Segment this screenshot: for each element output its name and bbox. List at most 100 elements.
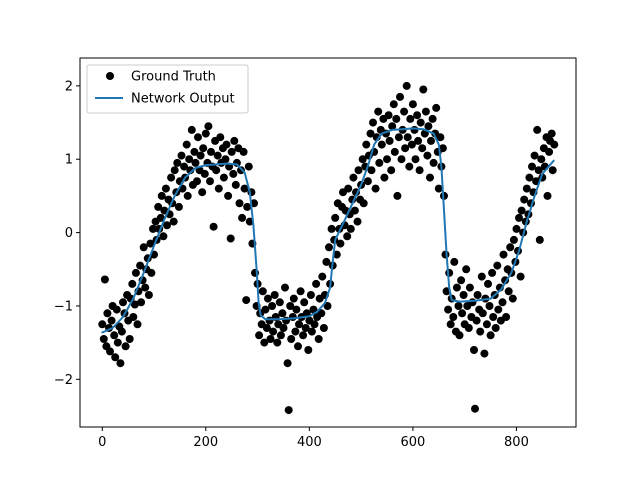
ground-truth-point xyxy=(209,222,218,231)
ground-truth-point xyxy=(547,129,556,138)
ground-truth-point xyxy=(343,232,352,241)
ground-truth-point xyxy=(141,283,150,292)
ground-truth-point xyxy=(314,335,323,343)
ground-truth-point xyxy=(525,173,534,182)
ground-truth-point xyxy=(292,305,301,314)
ground-truth-point xyxy=(106,347,114,356)
ground-truth-point xyxy=(393,191,402,200)
ground-truth-point xyxy=(464,324,473,332)
ground-truth-point xyxy=(180,162,189,171)
ground-truth-point xyxy=(449,313,458,321)
ground-truth-point xyxy=(327,224,336,233)
ground-truth-point xyxy=(397,155,406,164)
ground-truth-point xyxy=(323,302,332,310)
y-tick-label: 0 xyxy=(65,226,73,241)
ground-truth-point xyxy=(436,133,445,142)
ground-truth-point xyxy=(390,147,399,156)
ground-truth-point xyxy=(238,213,247,222)
ground-truth-point xyxy=(493,261,502,270)
ground-truth-point xyxy=(154,202,163,211)
ground-truth-point xyxy=(530,151,539,160)
ground-truth-point xyxy=(194,133,202,142)
ground-truth-point xyxy=(268,302,277,310)
ground-truth-point xyxy=(204,122,213,131)
ground-truth-point xyxy=(111,353,120,362)
ground-truth-point xyxy=(548,166,557,175)
ground-truth-point xyxy=(287,335,296,343)
ground-truth-point xyxy=(173,158,182,167)
legend-marker-ground-truth xyxy=(106,72,114,80)
y-tick-label: −1 xyxy=(54,299,73,314)
ground-truth-point xyxy=(480,349,489,358)
ground-truth-point xyxy=(149,224,157,233)
ground-truth-point xyxy=(117,327,126,336)
ground-truth-point xyxy=(170,166,179,175)
ground-truth-point xyxy=(322,257,331,266)
ground-truth-point xyxy=(494,305,503,314)
ground-truth-point xyxy=(350,206,359,215)
ground-truth-point xyxy=(459,291,468,299)
ground-truth-point xyxy=(300,298,309,307)
ground-truth-point xyxy=(231,180,240,189)
ground-truth-point xyxy=(517,206,526,215)
ground-truth-point xyxy=(183,191,192,200)
ground-truth-point xyxy=(100,275,109,284)
ground-truth-point xyxy=(243,202,252,211)
ground-truth-point xyxy=(504,287,513,296)
ground-truth-point xyxy=(371,184,380,193)
ground-truth-point xyxy=(182,140,191,149)
ground-truth-point xyxy=(317,309,326,318)
ground-truth-point xyxy=(387,166,396,175)
ground-truth-point xyxy=(402,81,411,90)
ground-truth-point xyxy=(377,140,386,149)
ground-truth-point xyxy=(310,320,319,329)
ground-truth-point xyxy=(534,166,543,175)
legend-label-network-output: Network Output xyxy=(131,92,235,107)
ground-truth-point xyxy=(213,151,222,160)
ground-truth-point xyxy=(411,155,420,164)
ground-truth-point xyxy=(200,169,209,178)
x-tick-label: 200 xyxy=(193,435,218,450)
ground-truth-point xyxy=(458,309,467,318)
ground-truth-point xyxy=(263,294,272,303)
ground-truth-point xyxy=(99,335,108,343)
ground-truth-point xyxy=(156,213,165,222)
ground-truth-point xyxy=(318,272,327,281)
ground-truth-point xyxy=(346,224,355,233)
ground-truth-point xyxy=(214,184,223,193)
ground-truth-point xyxy=(353,217,362,226)
ground-truth-point xyxy=(131,268,140,277)
ground-truth-point xyxy=(190,147,199,156)
ground-truth-point xyxy=(239,147,248,156)
ground-truth-point xyxy=(281,283,289,292)
ground-truth-point xyxy=(488,268,497,277)
ground-truth-point xyxy=(216,133,225,142)
ground-truth-point xyxy=(291,327,300,336)
ground-truth-point xyxy=(423,151,432,160)
ground-truth-point xyxy=(545,147,554,156)
ground-truth-point xyxy=(289,294,298,303)
ground-truth-point xyxy=(336,239,345,248)
ground-truth-point xyxy=(255,331,264,340)
ground-truth-point xyxy=(187,125,196,134)
ground-truth-point xyxy=(98,320,107,329)
ground-truth-point xyxy=(229,169,238,178)
ground-truth-point xyxy=(219,173,228,182)
ground-truth-point xyxy=(177,151,186,160)
ground-truth-point xyxy=(332,250,341,259)
ground-truth-point xyxy=(366,129,375,138)
ground-truth-point xyxy=(242,296,251,305)
ground-truth-point xyxy=(235,199,244,208)
ground-truth-point xyxy=(137,298,146,307)
ground-truth-point xyxy=(454,302,463,310)
ground-truth-point xyxy=(207,147,215,156)
ground-truth-point xyxy=(419,85,428,94)
ground-truth-point xyxy=(128,279,137,288)
ground-truth-point xyxy=(444,305,453,314)
ground-truth-point xyxy=(288,313,297,321)
ground-truth-point xyxy=(240,184,249,193)
plot-frame xyxy=(79,57,577,428)
ground-truth-point xyxy=(103,309,112,318)
ground-truth-point xyxy=(304,346,313,354)
